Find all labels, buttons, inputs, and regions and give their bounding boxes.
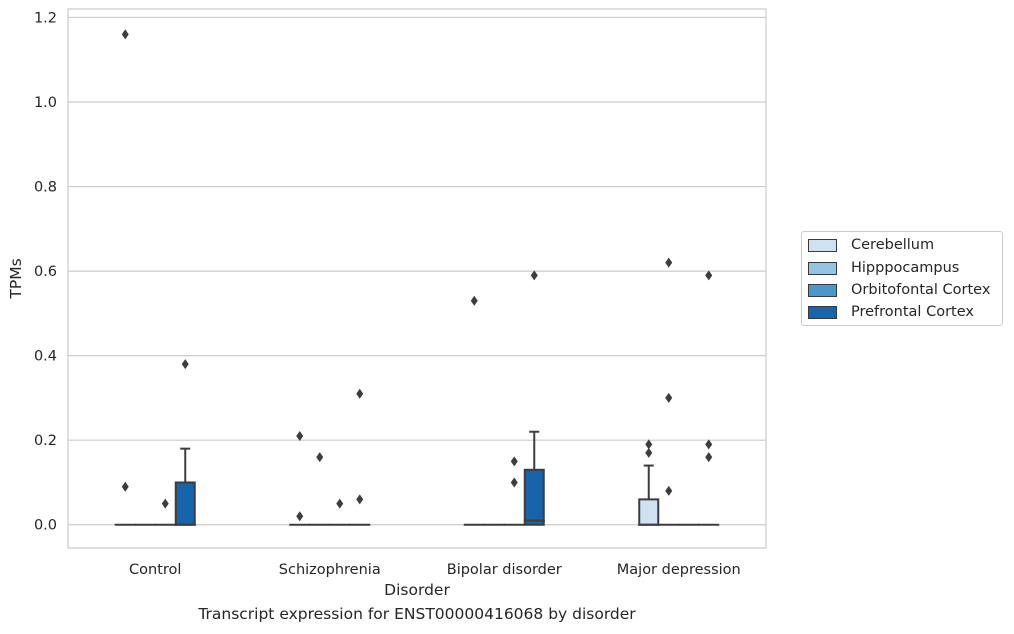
- box-cerebellum: [114, 29, 136, 526]
- outlier-point: [665, 257, 673, 268]
- legend-item-hippocampus: Hipppocampus: [808, 258, 959, 278]
- x-tick-label: Control: [129, 562, 181, 578]
- box-orbitofontal-cortex: [329, 498, 351, 526]
- outlier-point: [705, 270, 713, 281]
- x-tick-label: Major depression: [617, 562, 741, 578]
- outlier-point: [645, 439, 653, 450]
- legend-swatch-cerebellum: [808, 238, 837, 252]
- box-prefrontal-cortex: [174, 359, 196, 526]
- outlier-point: [296, 430, 304, 441]
- box-prefrontal-cortex: [698, 270, 720, 526]
- box-cerebellum: [289, 430, 311, 526]
- legend-swatch-hippocampus: [808, 261, 837, 275]
- box-body: [174, 481, 196, 526]
- outlier-point: [296, 511, 304, 522]
- outlier-point: [470, 295, 478, 306]
- legend: Cerebellum Hipppocampus Orbitofontal Cor…: [801, 231, 1003, 326]
- legend-swatch-orbitofrontal: [808, 283, 837, 297]
- outlier-point: [665, 392, 673, 403]
- outlier-point: [665, 485, 673, 496]
- x-tick-label: Bipolar disorder: [447, 562, 562, 578]
- outlier-point: [705, 439, 713, 450]
- figure-caption: Transcript expression for ENST0000041606…: [198, 605, 636, 623]
- x-tick-label: Schizophrenia: [279, 562, 381, 578]
- legend-item-prefrontal: Prefrontal Cortex: [808, 302, 974, 322]
- legend-label-prefrontal: Prefrontal Cortex: [851, 304, 974, 320]
- box-body: [523, 468, 545, 526]
- outlier-point: [356, 494, 364, 505]
- box-orbitofontal-cortex: [503, 456, 525, 526]
- legend-label-orbitofrontal: Orbitofontal Cortex: [851, 282, 991, 298]
- outlier-point: [121, 481, 129, 492]
- box-cerebellum: [463, 295, 485, 526]
- outlier-point: [356, 388, 364, 399]
- outlier-point: [510, 456, 518, 467]
- legend-label-hippocampus: Hipppocampus: [851, 260, 960, 276]
- outlier-point: [510, 477, 518, 488]
- outlier-point: [316, 452, 324, 463]
- y-tick-label: 1.2: [34, 10, 57, 26]
- box-hipppocampus: [309, 452, 331, 526]
- legend-label-cerebellum: Cerebellum: [851, 237, 935, 253]
- outlier-point: [705, 452, 713, 463]
- legend-item-cerebellum: Cerebellum: [808, 235, 934, 255]
- box-body: [638, 498, 660, 526]
- outlier-point: [336, 498, 344, 509]
- outlier-point: [161, 498, 169, 509]
- outlier-point: [645, 447, 653, 458]
- legend-swatch-prefrontal: [808, 305, 837, 319]
- outlier-point: [121, 29, 129, 40]
- box-prefrontal-cortex: [523, 270, 545, 526]
- y-axis-label: TPMs: [7, 258, 25, 299]
- box-cerebellum: [638, 439, 660, 526]
- outlier-point: [181, 359, 189, 370]
- legend-item-orbitofrontal: Orbitofontal Cortex: [808, 280, 990, 300]
- box-hipppocampus: [658, 257, 680, 526]
- x-axis-label: Disorder: [384, 581, 450, 599]
- outlier-point: [530, 270, 538, 281]
- y-tick-label: 0.8: [34, 180, 57, 196]
- y-tick-label: 1.0: [34, 95, 57, 111]
- box-prefrontal-cortex: [349, 388, 371, 526]
- y-tick-label: 0.6: [34, 264, 57, 280]
- y-tick-label: 0.0: [34, 518, 57, 534]
- plot-frame: [67, 8, 767, 549]
- y-tick-label: 0.4: [34, 349, 57, 365]
- y-tick-label: 0.2: [34, 433, 57, 449]
- box-orbitofontal-cortex: [154, 498, 176, 526]
